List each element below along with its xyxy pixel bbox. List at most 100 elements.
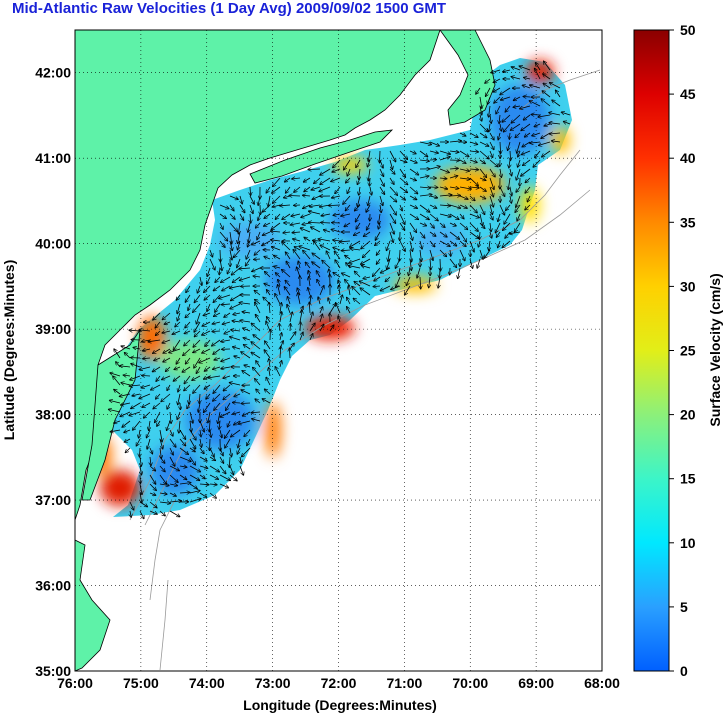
velocity-arrow <box>527 195 530 202</box>
velocity-arrow <box>268 195 270 207</box>
velocity-arrow <box>251 352 261 359</box>
velocity-arrow <box>399 195 405 200</box>
velocity-arrow <box>209 456 215 460</box>
velocity-arrow <box>280 361 282 368</box>
velocity-arrow <box>366 204 371 212</box>
velocity-arrow <box>310 205 321 207</box>
velocity-arrow <box>213 348 221 354</box>
velocity-arrow <box>255 399 261 404</box>
velocity-arrow <box>264 257 271 259</box>
velocity-arrow <box>189 429 196 440</box>
velocity-arrow <box>429 167 440 170</box>
velocity-arrow <box>109 409 121 413</box>
x-tick-label: 72:00 <box>321 675 357 691</box>
velocity-arrow <box>189 438 196 449</box>
velocity-arrow <box>269 303 270 314</box>
velocity-arrow <box>280 205 291 206</box>
velocity-arrow <box>409 195 417 200</box>
velocity-arrow <box>333 248 341 251</box>
velocity-arrow <box>221 357 231 361</box>
velocity-arrow <box>309 211 321 215</box>
velocity-arrow <box>335 260 341 269</box>
velocity-arrow <box>368 168 370 181</box>
velocity-arrow <box>243 338 251 340</box>
velocity-arrow <box>484 249 491 258</box>
velocity-arrow <box>361 240 371 249</box>
velocity-arrow <box>169 438 176 447</box>
velocity-arrow <box>368 195 370 205</box>
velocity-arrow <box>399 222 405 230</box>
velocity-arrow <box>164 322 171 324</box>
velocity-arrow <box>346 177 351 183</box>
velocity-arrow <box>210 249 213 257</box>
velocity-arrow <box>267 290 271 296</box>
velocity-arrow <box>479 231 480 239</box>
velocity-arrow <box>114 421 121 423</box>
velocity-arrow <box>525 177 531 182</box>
velocity-arrow <box>248 240 251 247</box>
velocity-arrow <box>498 213 500 221</box>
velocity-arrow <box>174 367 181 369</box>
velocity-arrow <box>395 258 401 268</box>
velocity-arrow <box>469 195 475 201</box>
velocity-arrow <box>314 177 321 183</box>
velocity-arrow <box>219 240 225 247</box>
velocity-arrow <box>149 501 157 508</box>
velocity-arrow <box>389 195 397 202</box>
velocity-arrow <box>521 123 531 131</box>
velocity-arrow <box>209 492 216 498</box>
velocity-arrow <box>379 213 381 224</box>
velocity-arrow <box>159 474 166 484</box>
velocity-arrow <box>479 168 486 177</box>
velocity-arrow <box>347 298 351 305</box>
velocity-arrow <box>193 339 201 347</box>
velocity-arrow <box>469 132 478 137</box>
velocity-arrow <box>202 321 211 326</box>
velocity-arrow <box>500 87 511 95</box>
velocity-arrow <box>309 302 310 314</box>
velocity-arrow <box>516 168 521 180</box>
velocity-arrow <box>230 303 241 309</box>
velocity-arrow <box>140 456 141 466</box>
velocity-arrow <box>515 222 521 232</box>
velocity-arrow <box>439 157 450 161</box>
velocity-arrow <box>399 177 408 185</box>
velocity-arrow <box>504 213 511 224</box>
velocity-arrow <box>189 483 197 489</box>
velocity-arrow <box>159 493 167 494</box>
velocity-arrow <box>338 316 340 323</box>
velocity-arrow <box>252 267 261 271</box>
velocity-arrow <box>139 429 140 438</box>
velocity-arrow <box>450 249 451 256</box>
colorbar-tick-label: 15 <box>680 471 696 487</box>
velocity-arrow <box>196 312 201 324</box>
velocity-arrow <box>341 214 351 216</box>
velocity-arrow <box>239 213 244 220</box>
velocity-arrow <box>269 359 270 368</box>
velocity-arrow <box>525 186 531 193</box>
velocity-arrow <box>265 272 271 278</box>
velocity-arrow <box>342 273 351 278</box>
velocity-arrow <box>280 347 281 359</box>
velocity-arrow <box>179 466 187 467</box>
velocity-arrow <box>429 141 439 146</box>
velocity-arrow <box>156 375 161 381</box>
colorbar-tick-label: 5 <box>680 599 688 615</box>
velocity-arrow <box>179 492 190 493</box>
velocity-arrow <box>357 177 360 184</box>
velocity-arrow <box>510 168 512 176</box>
x-tick-label: 70:00 <box>452 675 488 691</box>
velocity-arrow <box>162 339 171 343</box>
velocity-arrow <box>263 231 271 235</box>
velocity-arrow <box>311 186 321 190</box>
velocity-arrow <box>223 393 231 400</box>
velocity-arrow <box>356 159 361 167</box>
velocity-arrow <box>309 222 321 223</box>
velocity-arrow <box>231 429 241 437</box>
colorbar-tick-label: 50 <box>680 22 696 38</box>
velocity-arrow <box>130 375 141 380</box>
velocity-arrow <box>469 160 477 162</box>
velocity-arrow <box>179 429 186 439</box>
velocity-arrow <box>525 132 531 137</box>
velocity-arrow <box>490 114 491 123</box>
